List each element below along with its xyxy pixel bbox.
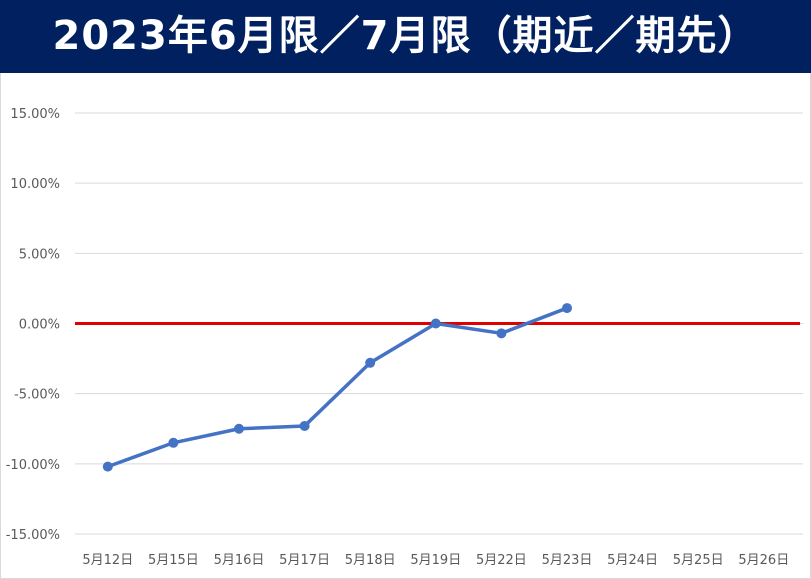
data-point xyxy=(365,357,376,368)
x-tick-label: 5月24日 xyxy=(607,553,658,568)
data-point xyxy=(496,328,507,339)
y-tick-label: 5.00% xyxy=(19,247,60,262)
x-tick-label: 5月22日 xyxy=(476,553,527,568)
x-tick-label: 5月19日 xyxy=(410,553,461,568)
data-point xyxy=(234,423,244,434)
x-tick-label: 5月18日 xyxy=(345,553,396,568)
data-point xyxy=(168,437,179,448)
x-tick-label: 5月12日 xyxy=(82,553,133,568)
x-tick-label: 5月23日 xyxy=(542,553,593,568)
x-tick-label: 5月16日 xyxy=(214,553,265,568)
y-tick-label: -15.00% xyxy=(6,528,60,543)
x-tick-label: 5月17日 xyxy=(279,553,330,568)
data-point xyxy=(430,318,441,329)
data-point xyxy=(299,420,310,431)
x-tick-label: 5月25日 xyxy=(673,553,724,568)
y-tick-label: -10.00% xyxy=(6,458,60,473)
series-line xyxy=(107,306,568,469)
chart-title: 2023年6月限／7月限（期近／期先） xyxy=(52,13,759,59)
title-banner: 2023年6月限／7月限（期近／期先） xyxy=(0,0,811,73)
y-tick-label: 15.00% xyxy=(10,107,60,122)
data-point xyxy=(562,303,572,314)
data-point xyxy=(102,461,113,472)
x-tick-label: 5月15日 xyxy=(148,553,199,568)
y-tick-label: -5.00% xyxy=(14,388,60,403)
y-tick-label: 10.00% xyxy=(10,177,60,192)
x-tick-label: 5月26日 xyxy=(738,553,789,568)
y-tick-label: 0.00% xyxy=(19,318,60,333)
